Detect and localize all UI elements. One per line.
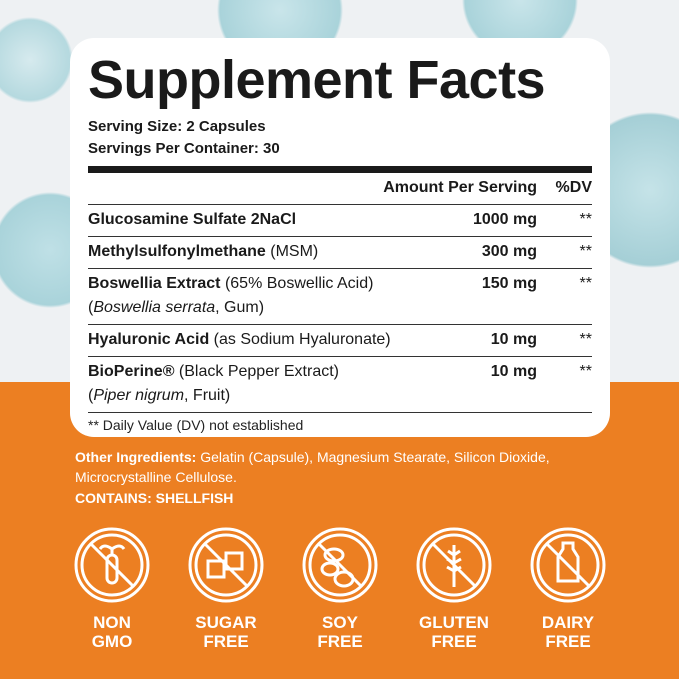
facts-title: Supplement Facts bbox=[88, 50, 546, 110]
other-ingredients: Other Ingredients: Gelatin (Capsule), Ma… bbox=[75, 449, 550, 485]
table-row: Methylsulfonylmethane (MSM) 300 mg ** bbox=[88, 237, 592, 269]
no-gmo-icon bbox=[74, 527, 150, 603]
no-gluten-icon bbox=[416, 527, 492, 603]
no-soy-icon bbox=[302, 527, 378, 603]
table-row: Hyaluronic Acid (as Sodium Hyaluronate) … bbox=[88, 325, 592, 357]
header-amount: Amount Per Serving bbox=[383, 179, 537, 196]
table-row: Boswellia Extract (65% Boswellic Acid) (B… bbox=[88, 269, 592, 325]
supplement-facts-card: Supplement Facts Serving Size: 2 Capsule… bbox=[70, 38, 610, 437]
free-from-badges: NON GMO SUGAR FREE SOY FREE GLUTEN FREE DAIR… bbox=[60, 525, 620, 651]
table-row: BioPerine® (Black Pepper Extract) (Piper … bbox=[88, 357, 592, 413]
header-dv: %DV bbox=[555, 179, 592, 196]
allergen-warning: CONTAINS: SHELLFISH bbox=[75, 490, 234, 506]
badge-soy-free: SOY FREE bbox=[294, 525, 386, 651]
no-dairy-icon bbox=[530, 527, 606, 603]
badge-dairy-free: DAIRY FREE bbox=[522, 525, 614, 651]
serving-size: Serving Size: 2 Capsules bbox=[88, 118, 266, 135]
servings-per-container: Servings Per Container: 30 bbox=[88, 140, 280, 157]
table-row: Glucosamine Sulfate 2NaCl 1000 mg ** bbox=[88, 205, 592, 237]
divider bbox=[88, 166, 592, 173]
badge-non-gmo: NON GMO bbox=[66, 525, 158, 651]
no-sugar-icon bbox=[188, 527, 264, 603]
badge-sugar-free: SUGAR FREE bbox=[180, 525, 272, 651]
footnote: ** Daily Value (DV) not established bbox=[88, 417, 304, 433]
table-header: Amount Per Serving %DV bbox=[88, 173, 592, 205]
badge-gluten-free: GLUTEN FREE bbox=[408, 525, 500, 651]
